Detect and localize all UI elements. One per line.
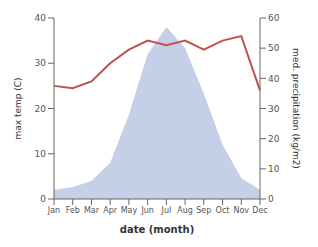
svg-text:May: May xyxy=(121,206,138,215)
svg-text:Jun: Jun xyxy=(140,206,154,215)
svg-text:20: 20 xyxy=(35,104,47,114)
svg-text:40: 40 xyxy=(268,74,280,84)
svg-text:10: 10 xyxy=(35,149,47,159)
svg-text:30: 30 xyxy=(268,104,280,114)
svg-text:40: 40 xyxy=(35,13,47,23)
svg-text:date (month): date (month) xyxy=(120,224,194,235)
svg-text:Mar: Mar xyxy=(84,206,100,215)
svg-text:Jul: Jul xyxy=(161,206,172,215)
svg-text:Feb: Feb xyxy=(66,206,80,215)
svg-text:0: 0 xyxy=(40,194,46,204)
svg-text:Apr: Apr xyxy=(103,206,118,215)
svg-text:Sep: Sep xyxy=(196,206,211,215)
svg-text:max temp (C): max temp (C) xyxy=(13,77,23,139)
svg-text:Nov: Nov xyxy=(233,206,249,215)
svg-text:30: 30 xyxy=(35,58,47,68)
svg-text:0: 0 xyxy=(268,194,274,204)
svg-text:Jan: Jan xyxy=(47,206,60,215)
svg-text:Oct: Oct xyxy=(216,206,230,215)
svg-text:20: 20 xyxy=(268,134,280,144)
svg-text:50: 50 xyxy=(268,43,280,53)
svg-text:med. precipitation (kg/m2): med. precipitation (kg/m2) xyxy=(291,48,301,169)
svg-text:10: 10 xyxy=(268,164,280,174)
svg-text:60: 60 xyxy=(268,13,280,23)
svg-text:Dec: Dec xyxy=(252,206,267,215)
svg-text:Aug: Aug xyxy=(177,206,193,215)
